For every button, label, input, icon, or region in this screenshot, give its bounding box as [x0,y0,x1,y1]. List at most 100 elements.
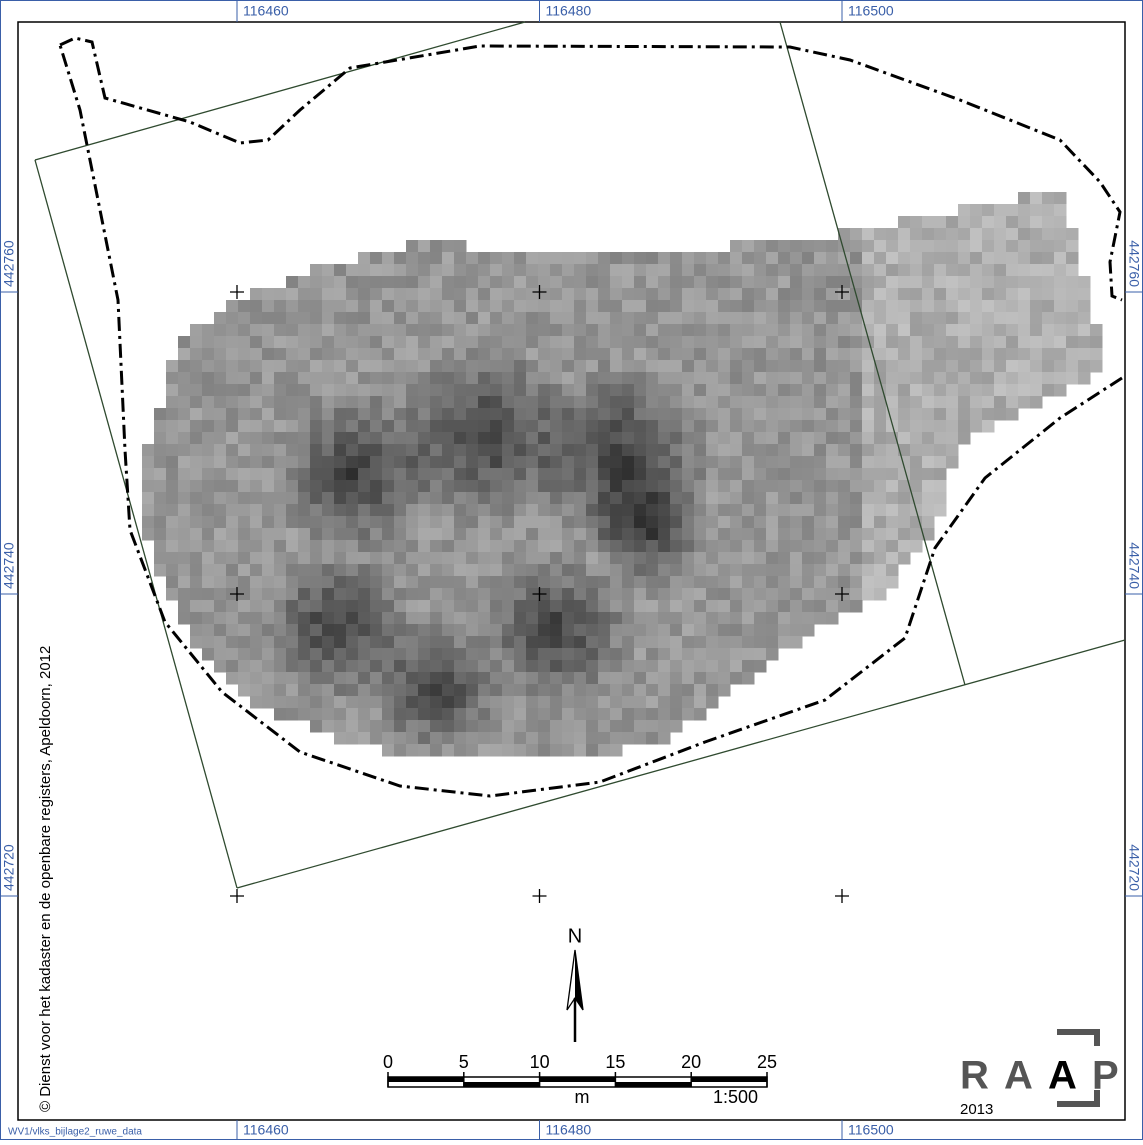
raster-cell [538,420,551,433]
raster-cell [406,624,419,637]
raster-cell [754,660,767,673]
raster-cell [490,708,503,721]
raster-cell [454,444,467,457]
raster-cell [790,636,803,649]
raster-cell [178,396,191,409]
raster-cell [442,516,455,529]
raster-cell [310,696,323,709]
raster-cell [526,348,539,361]
raster-cell [250,540,263,553]
raster-cell [862,324,875,337]
raster-cell [226,552,239,565]
raster-cell [382,456,395,469]
raster-cell [238,300,251,313]
raster-cell [646,708,659,721]
raster-cell [322,300,335,313]
raster-cell [934,336,947,349]
raster-cell [994,288,1007,301]
raster-cell [370,552,383,565]
raster-cell [466,552,479,565]
raster-cell [370,564,383,577]
raster-cell [562,696,575,709]
raster-cell [646,516,659,529]
raster-cell [406,444,419,457]
raster-cell [1018,252,1031,265]
raster-cell [262,420,275,433]
raster-cell [226,456,239,469]
raster-cell [382,360,395,373]
raster-cell [346,456,359,469]
raster-cell [490,480,503,493]
raster-cell [610,732,623,745]
raster-cell [610,564,623,577]
raster-cell [334,372,347,385]
raster-cell [154,504,167,517]
raster-cell [826,312,839,325]
raster-cell [766,252,779,265]
raster-cell [538,576,551,589]
raster-cell [574,468,587,481]
raster-cell [922,408,935,421]
raster-cell [658,372,671,385]
raster-cell [730,240,743,253]
raster-cell [238,336,251,349]
raster-cell [370,408,383,421]
raster-cell [166,408,179,421]
raster-cell [1054,324,1067,337]
raster-cell [706,576,719,589]
raster-cell [934,264,947,277]
raster-cell [646,324,659,337]
raster-cell [370,264,383,277]
raster-cell [550,636,563,649]
raster-cell [1006,228,1019,241]
raster-cell [190,636,203,649]
raster-cell [514,324,527,337]
raster-cell [190,552,203,565]
raster-cell [526,540,539,553]
raster-cell [310,564,323,577]
raster-cell [910,336,923,349]
raster-cell [586,312,599,325]
raster-cell [586,480,599,493]
x-coord-bottom: 116500 [848,1122,894,1138]
raster-cell [406,540,419,553]
raster-cell [670,696,683,709]
raster-cell [694,600,707,613]
raster-cell [622,492,635,505]
raster-cell [562,348,575,361]
raster-cell [418,492,431,505]
raster-cell [274,348,287,361]
raster-cell [778,528,791,541]
raster-cell [466,492,479,505]
raster-cell [286,276,299,289]
raster-cell [946,216,959,229]
raster-cell [262,336,275,349]
raster-cell [286,480,299,493]
raster-cell [190,336,203,349]
raster-cell [370,336,383,349]
raster-cell [1018,228,1031,241]
raster-cell [334,504,347,517]
raster-cell [706,624,719,637]
raster-cell [646,480,659,493]
raster-cell [586,660,599,673]
raster-cell [166,480,179,493]
raster-cell [370,312,383,325]
raster-cell [226,396,239,409]
raster-cell [922,324,935,337]
raster-cell [274,396,287,409]
raster-cell [406,528,419,541]
raster-cell [526,732,539,745]
raster-cell [754,444,767,457]
raster-cell [1054,360,1067,373]
raster-cell [526,600,539,613]
raster-cell [718,288,731,301]
raster-cell [394,408,407,421]
raster-cell [622,372,635,385]
raster-cell [862,420,875,433]
raster-cell [382,708,395,721]
raster-cell [226,324,239,337]
raster-cell [562,288,575,301]
raster-cell [862,300,875,313]
raster-cell [574,564,587,577]
